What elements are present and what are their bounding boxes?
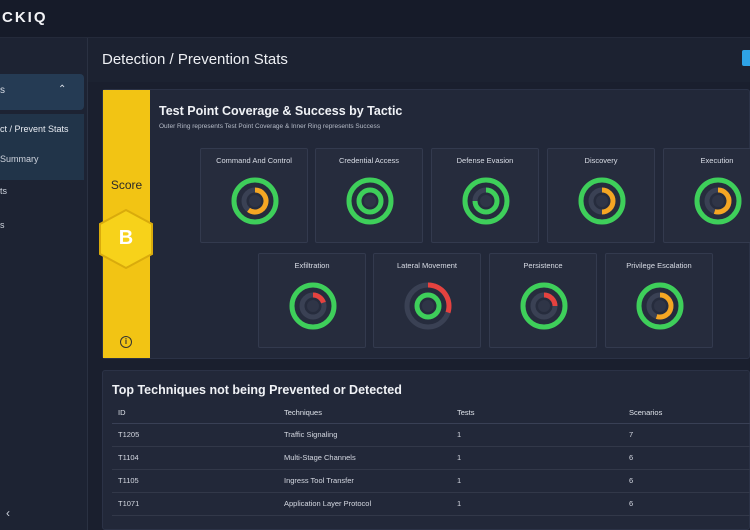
score-label: Score (110, 178, 143, 192)
tactic-tile[interactable]: Credential Access (315, 148, 423, 243)
tactic-name: Credential Access (338, 156, 400, 165)
column-header-tests[interactable]: Tests (457, 403, 629, 424)
cell-scenarios: 6 (629, 446, 750, 470)
score-hexagon: B (95, 208, 157, 270)
cell-tests: 1 (457, 423, 629, 447)
tactic-name: Privilege Escalation (626, 261, 692, 270)
app-logo: CKIQ (2, 9, 48, 26)
tactic-tile[interactable]: Lateral Movement (373, 253, 481, 348)
table-row[interactable]: T1205 Traffic Signaling 1 7 (112, 423, 750, 447)
cell-technique: Multi-Stage Channels (284, 446, 457, 470)
page-title: Detection / Prevention Stats (102, 51, 288, 68)
score-card: Score B i (99, 90, 153, 358)
column-header-id[interactable]: ID (112, 403, 284, 424)
cell-scenarios: 6 (629, 469, 750, 493)
sidebar: s ⌃ ct / Prevent Stats Summary ts s ‹ (0, 38, 88, 530)
cell-technique: Ingress Tool Transfer (284, 469, 457, 493)
table-row[interactable]: T1105 Ingress Tool Transfer 1 6 (112, 469, 750, 493)
sidebar-item-ts[interactable]: ts (0, 186, 8, 196)
sidebar-item-prevent-stats[interactable]: ct / Prevent Stats (0, 114, 84, 180)
tactic-name: Lateral Movement (396, 261, 458, 270)
tactic-tile[interactable]: Defense Evasion (431, 148, 539, 243)
tactic-name: Command And Control (216, 156, 292, 165)
sidebar-item-summary[interactable]: Summary (0, 154, 39, 164)
table-row[interactable]: T1071 Application Layer Protocol 1 6 (112, 492, 750, 516)
tactic-tile[interactable]: Exfiltration (258, 253, 366, 348)
sidebar-item-label: ct / Prevent Stats (0, 124, 69, 134)
cell-scenarios: 7 (629, 423, 750, 447)
header-action-button[interactable] (742, 50, 750, 66)
cell-id: T1105 (112, 469, 284, 493)
tactic-tile[interactable]: Command And Control (200, 148, 308, 243)
info-icon[interactable]: i (120, 336, 132, 348)
tactic-name: Discovery (584, 156, 618, 165)
top-bar: CKIQ (0, 0, 750, 38)
cell-id: T1071 (112, 492, 284, 516)
cell-tests: 1 (457, 492, 629, 516)
tactic-name: Exfiltration (294, 261, 330, 270)
table-row[interactable]: T1104 Multi-Stage Channels 1 6 (112, 446, 750, 470)
tactic-tile[interactable]: Discovery (547, 148, 655, 243)
cell-tests: 1 (457, 469, 629, 493)
column-header-techniques[interactable]: Techniques (284, 403, 457, 424)
table-header-row: ID Techniques Tests Scenarios (112, 403, 750, 424)
cell-scenarios: 6 (629, 492, 750, 516)
tactic-tile[interactable]: Execution (663, 148, 750, 243)
tactic-name: Execution (700, 156, 734, 165)
cell-id: T1205 (112, 423, 284, 447)
hexagon-shape (99, 208, 153, 270)
tactic-tile[interactable]: Persistence (489, 253, 597, 348)
tactic-tile[interactable]: Privilege Escalation (605, 253, 713, 348)
sidebar-item-s[interactable]: s (0, 220, 5, 230)
techniques-title: Top Techniques not being Prevented or De… (112, 383, 402, 397)
chevron-up-icon: ⌃ (58, 84, 67, 95)
cell-id: T1104 (112, 446, 284, 470)
coverage-subtitle: Outer Ring represents Test Point Coverag… (159, 123, 380, 130)
cell-technique: Traffic Signaling (284, 423, 457, 447)
sidebar-group-label: s (0, 85, 5, 96)
tactic-name: Defense Evasion (456, 156, 514, 165)
sidebar-group[interactable]: s ⌃ (0, 74, 84, 110)
coverage-title: Test Point Coverage & Success by Tactic (159, 104, 403, 118)
chevron-left-icon[interactable]: ‹ (6, 506, 10, 520)
score-grade: B (118, 227, 134, 249)
cell-technique: Application Layer Protocol (284, 492, 457, 516)
page-header: Detection / Prevention Stats (88, 38, 750, 82)
column-header-scenarios[interactable]: Scenarios (629, 403, 750, 424)
techniques-table: ID Techniques Tests Scenarios T1205 Traff… (112, 403, 750, 516)
tactic-name: Persistence (523, 261, 563, 270)
cell-tests: 1 (457, 446, 629, 470)
